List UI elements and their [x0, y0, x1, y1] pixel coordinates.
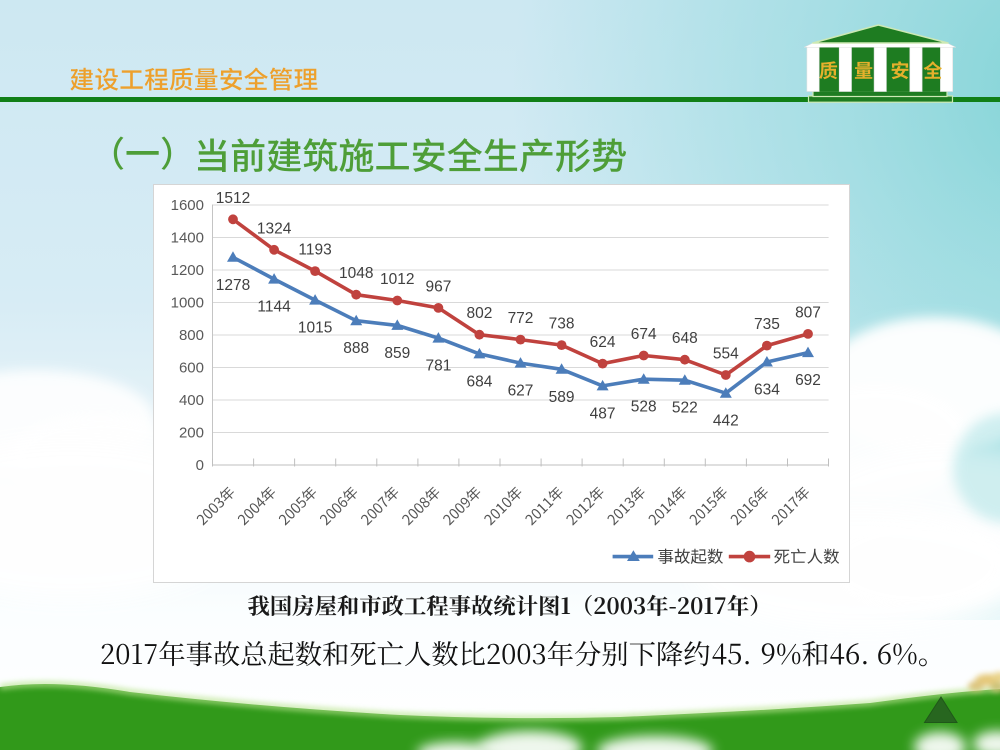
svg-text:624: 624 — [590, 334, 616, 351]
svg-text:589: 589 — [549, 389, 575, 406]
svg-text:684: 684 — [466, 373, 492, 390]
svg-text:859: 859 — [384, 345, 410, 362]
svg-text:528: 528 — [631, 399, 657, 416]
svg-text:442: 442 — [713, 413, 739, 430]
svg-text:522: 522 — [672, 400, 698, 417]
svg-text:1400: 1400 — [171, 230, 204, 247]
svg-text:200: 200 — [179, 425, 204, 442]
svg-text:1200: 1200 — [171, 262, 204, 279]
svg-text:554: 554 — [713, 346, 739, 363]
svg-text:800: 800 — [179, 327, 204, 344]
svg-text:1015: 1015 — [298, 320, 332, 337]
svg-text:648: 648 — [672, 330, 698, 347]
svg-text:1193: 1193 — [298, 242, 331, 259]
svg-text:1048: 1048 — [339, 265, 373, 282]
svg-text:1278: 1278 — [216, 277, 250, 294]
svg-text:674: 674 — [631, 326, 657, 343]
svg-text:1324: 1324 — [257, 220, 292, 237]
svg-text:802: 802 — [466, 305, 492, 322]
svg-text:1512: 1512 — [216, 190, 250, 207]
svg-text:1600: 1600 — [171, 197, 204, 214]
svg-text:738: 738 — [549, 316, 575, 333]
svg-text:487: 487 — [590, 405, 616, 422]
svg-text:1012: 1012 — [380, 271, 414, 288]
svg-text:600: 600 — [179, 360, 204, 377]
svg-text:967: 967 — [425, 278, 451, 295]
svg-text:888: 888 — [343, 340, 369, 357]
svg-text:735: 735 — [754, 316, 780, 333]
svg-text:772: 772 — [508, 310, 534, 327]
svg-text:781: 781 — [425, 358, 451, 375]
svg-text:1000: 1000 — [171, 295, 204, 312]
svg-text:634: 634 — [754, 382, 780, 399]
svg-text:0: 0 — [196, 457, 204, 474]
svg-text:1144: 1144 — [257, 299, 291, 316]
svg-text:807: 807 — [795, 304, 821, 321]
svg-text:627: 627 — [508, 383, 534, 400]
svg-text:400: 400 — [179, 392, 204, 409]
svg-text:692: 692 — [795, 372, 821, 389]
